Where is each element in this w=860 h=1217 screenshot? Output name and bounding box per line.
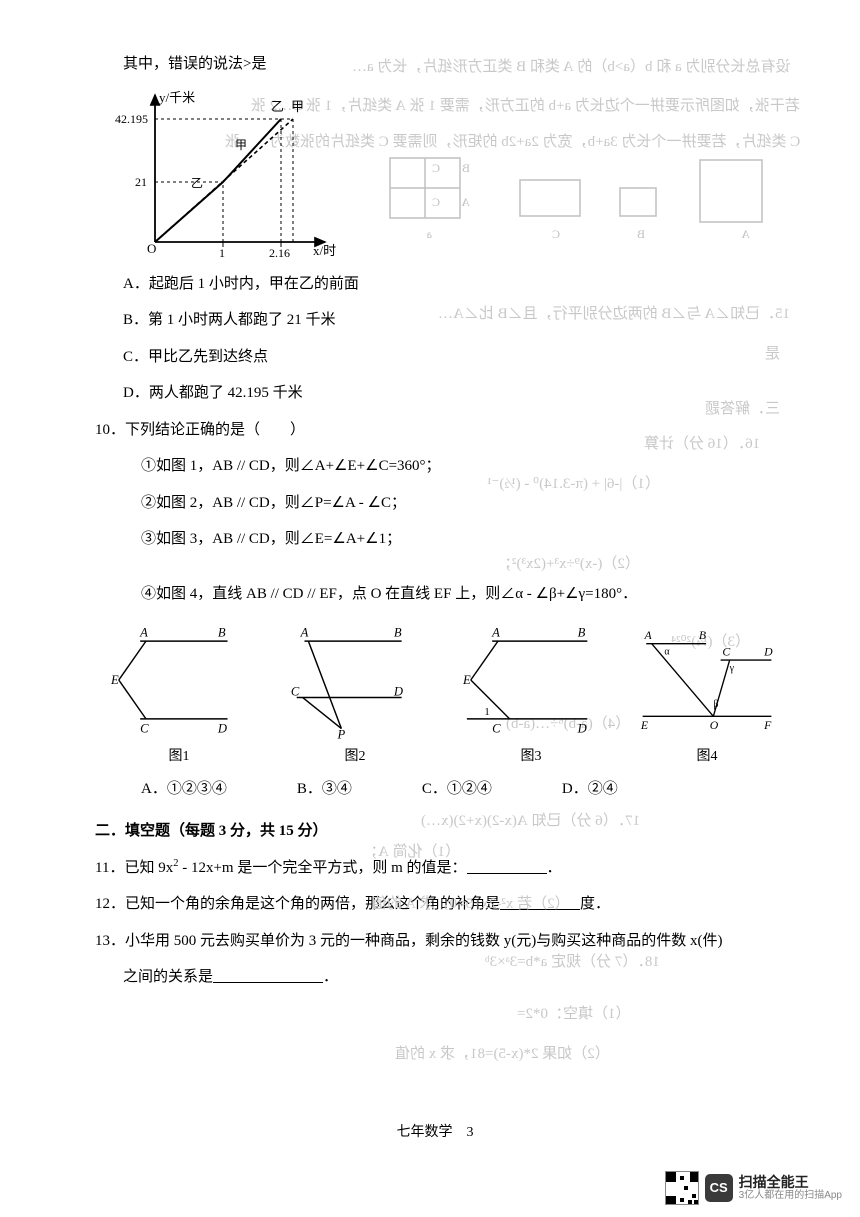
ghost-line: （2）若 x²-2x+5=0，求 A 的值 [372,890,570,919]
svg-text:A: A [461,195,470,209]
svg-text:γ: γ [729,663,735,674]
svg-text:A: A [741,227,750,241]
svg-text:α: α [664,647,669,658]
ghost-line: （2）(-x)⁹÷x³+(2x³)²； [497,550,640,579]
svg-text:21: 21 [135,175,147,189]
svg-text:D: D [217,721,227,735]
svg-text:C: C [722,646,730,659]
q9-optD: D．两人都跑了 42.195 千米 [95,379,775,408]
q10-optB: B．③④ [297,775,352,804]
svg-text:A: A [139,625,148,639]
fig1: A B E C D [111,620,247,740]
svg-text:y/千米: y/千米 [159,90,195,105]
page-footer: 七年数学 3 [95,1120,775,1147]
svg-text:C: C [140,721,149,735]
svg-text:1: 1 [484,706,489,718]
fig4-label: 图4 [639,744,775,771]
svg-text:甲: 甲 [291,99,304,114]
svg-text:A: A [491,625,500,639]
scanner-watermark: CS 扫描全能王 3亿人都在用的扫描App [665,1171,842,1205]
q13-l1: 13．小华用 500 元去购买单价为 3 元的一种商品，剩余的钱数 y(元)与购… [95,927,775,956]
q9-optA: A．起跑后 1 小时内，甲在乙的前面 [95,270,775,299]
svg-text:42.195: 42.195 [115,112,148,126]
svg-text:O: O [710,719,719,732]
q13-l2: 之间的关系是． [95,963,775,992]
svg-text:C: C [291,685,300,699]
fig4: A B C D E O F α γ β [639,620,775,740]
svg-text:乙: 乙 [191,176,203,190]
ghost-line: 18．（7 分）规定 a*b=3ᵃ×3ᵇ [485,948,660,977]
ghost-line: 16．（16 分）计算 [644,430,760,459]
q10-optC: C．①②④ [422,775,492,804]
fig1-label: 图1 [111,744,247,771]
svg-text:D: D [763,646,773,659]
scan-title: 扫描全能王 [739,1174,842,1191]
fig2-label: 图2 [287,744,423,771]
ghost-line: （1）化简 A； [363,838,460,867]
ghost-line: （1）|-6| + (π-3.14)⁰ - (½)⁻¹ [487,470,660,499]
ghost-line: 是 [765,340,780,369]
svg-text:D: D [393,685,403,699]
ghost-line: 三．解答题 [705,395,780,424]
qr-icon [665,1171,699,1205]
ghost-squares: B C A C a C B A [380,140,800,250]
fig3: A B E C D 1 [463,620,599,740]
svg-text:x/时: x/时 [313,243,336,258]
svg-text:β: β [713,699,718,710]
scan-sub: 3亿人都在用的扫描App [739,1190,842,1202]
ghost-line: （1）填空：0*2= [517,1000,630,1029]
svg-text:B: B [218,625,226,639]
svg-text:P: P [337,727,346,740]
svg-text:E: E [640,719,648,732]
fig3-label: 图3 [463,744,599,771]
svg-text:A: A [643,629,652,642]
svg-text:E: E [463,673,471,687]
svg-text:C: C [492,721,501,735]
svg-text:1: 1 [219,246,225,260]
cs-badge: CS [705,1174,733,1203]
q10-s4: ④如图 4，直线 AB // CD // EF，点 O 在直线 EF 上，则∠α… [95,580,775,609]
q10-s2: ②如图 2，AB // CD，则∠P=∠A - ∠C； [95,489,775,518]
distance-time-chart: O y/千米 x/时 42.195 21 1 2.16 乙 甲 甲 乙 [113,87,343,262]
ghost-line: （2）如果 2*(x-5)=81，求 x 的值 [395,1040,610,1069]
svg-text:A: A [300,625,309,639]
svg-text:E: E [111,673,119,687]
svg-text:B: B [637,227,645,241]
svg-text:B: B [578,625,586,639]
ghost-line: 17．（6 分）已知 A(x-2)(x+2)(x…) [421,807,640,836]
ghost-line: 设有总长分别为 a 和 b（a>b）的 A 类和 B 类正方形纸片，长为 a… [352,53,790,82]
svg-text:F: F [763,719,772,732]
svg-text:a: a [426,227,432,241]
svg-text:2.16: 2.16 [269,246,290,260]
svg-text:C: C [432,161,440,175]
q10-s3: ③如图 3，AB // CD，则∠E=∠A+∠1； [95,525,775,554]
svg-text:C: C [432,195,440,209]
svg-text:甲: 甲 [235,138,247,152]
svg-text:B: B [394,625,402,639]
svg-text:B: B [462,161,470,175]
svg-text:C: C [552,227,560,241]
svg-text:乙: 乙 [271,99,284,114]
svg-text:D: D [577,721,587,735]
figure-row: A B E C D A B C D P A B E C D 1 A B C D [111,620,775,740]
svg-text:B: B [699,629,706,642]
q10-optD: D．②④ [562,775,618,804]
fig2: A B C D P [287,620,423,740]
ghost-line: 15．已知∠A 与∠B 的两边分别平行，且∠B 比∠A… [438,300,790,329]
svg-text:O: O [147,241,156,256]
q10-optA: A．①②③④ [141,775,227,804]
q9-optC: C．甲比乙先到达终点 [95,343,775,372]
